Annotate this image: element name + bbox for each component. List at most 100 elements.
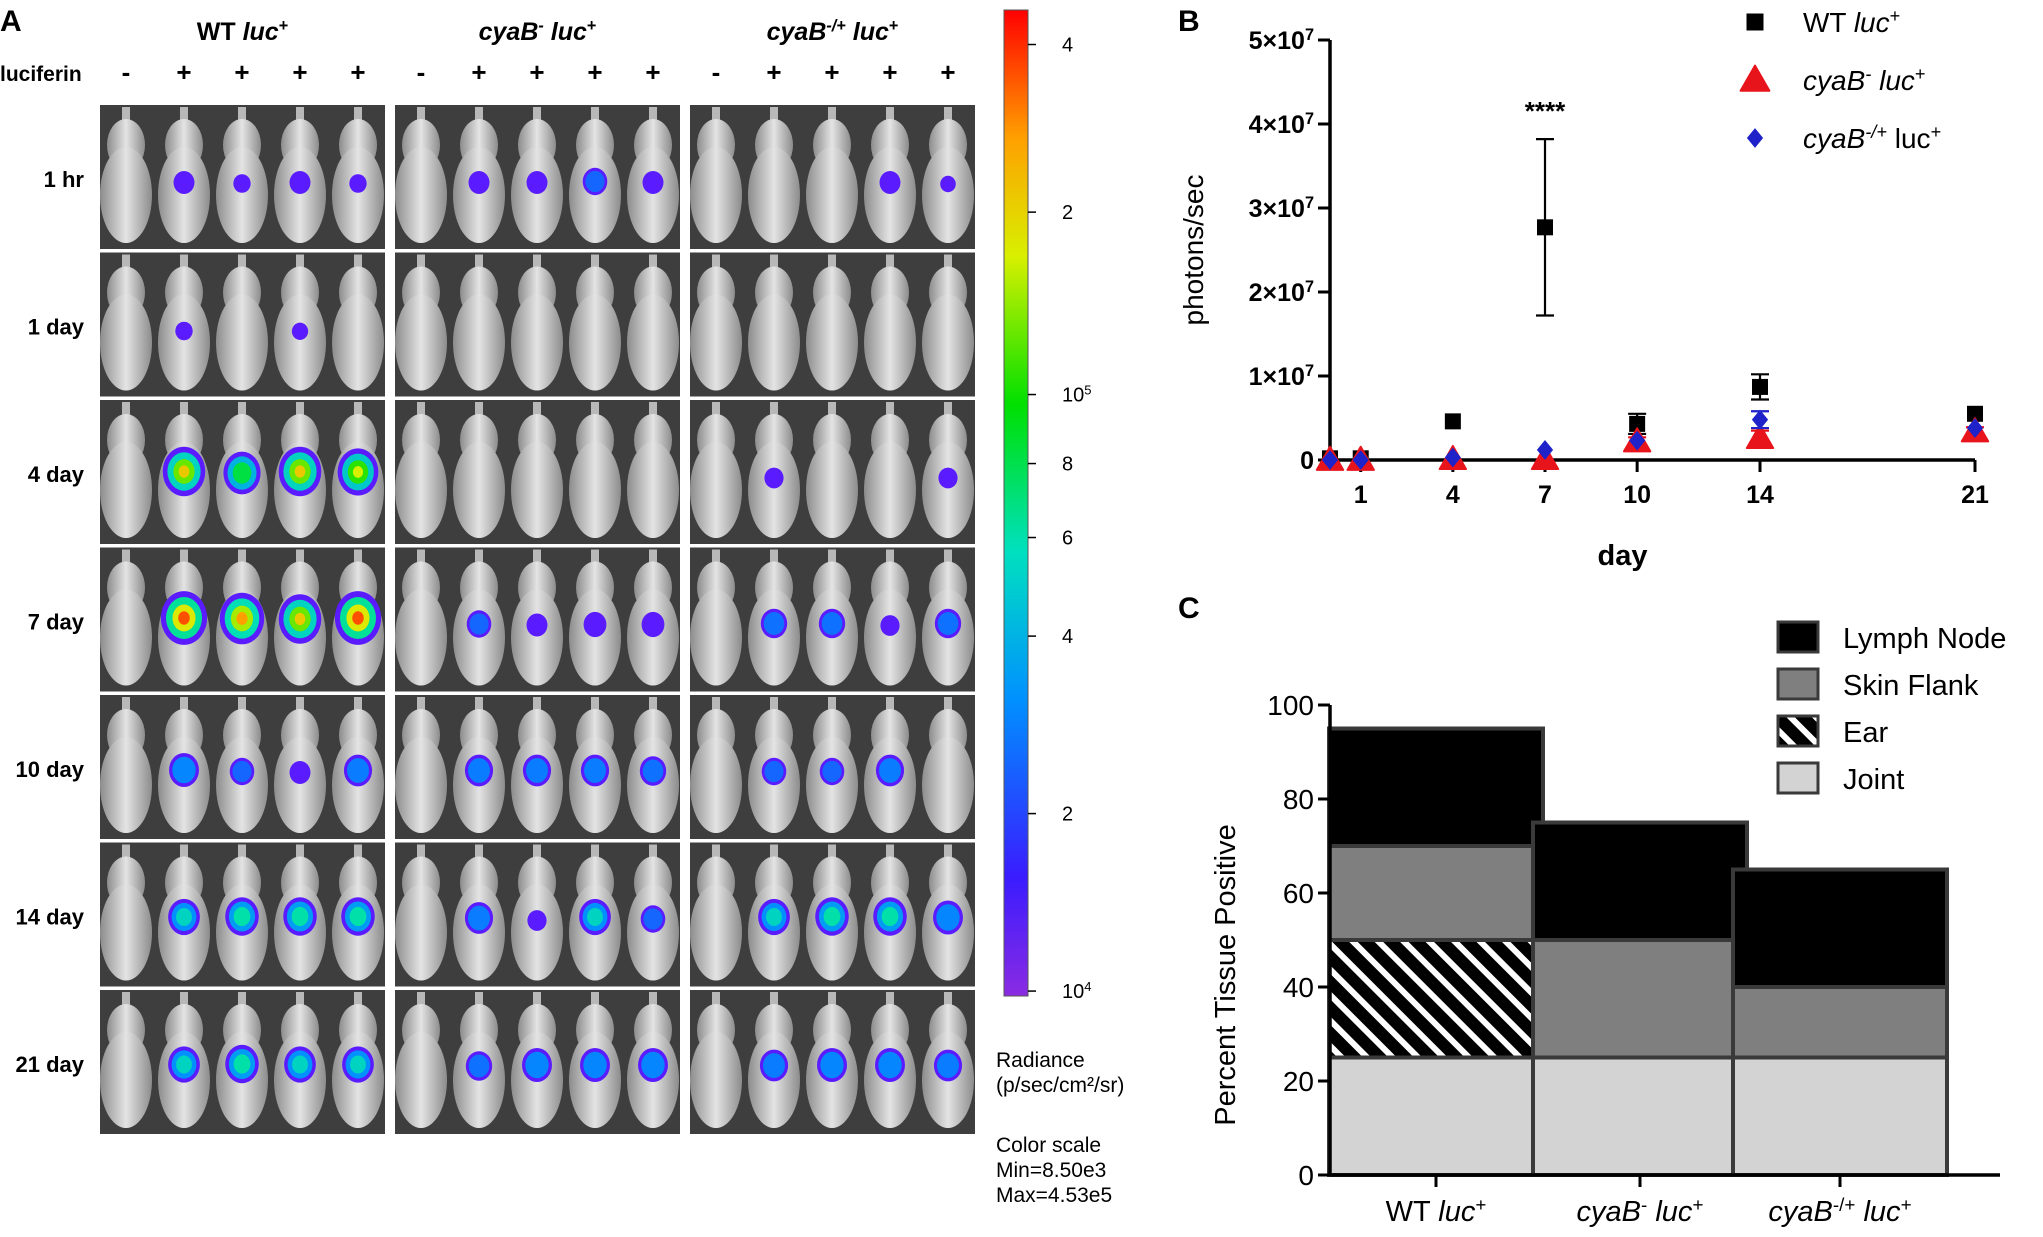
- y-tick-label: 3×107: [1249, 194, 1314, 223]
- y-tick-label: 1×107: [1249, 362, 1314, 391]
- luminescence-spot: [818, 608, 846, 639]
- mouse-nose: [417, 107, 425, 125]
- data-point-diamond: [1536, 440, 1554, 460]
- mouse: [274, 992, 326, 1128]
- data-point-square: [1629, 415, 1646, 432]
- x-tick-label: cyaB- luc+: [1577, 1194, 1704, 1229]
- mouse: [569, 402, 621, 538]
- mouse: [627, 549, 679, 686]
- mouse: [922, 697, 974, 833]
- mouse-nose: [712, 992, 720, 1010]
- luminescence-spot: [219, 592, 265, 645]
- luminescence-spot: [283, 897, 317, 936]
- signal-outer: [641, 611, 665, 638]
- legend-label-c: Ear: [1843, 717, 1888, 749]
- x-tick-label: WT luc+: [1386, 1194, 1487, 1229]
- mouse-nose: [296, 992, 304, 1010]
- luciferin-sign: +: [824, 57, 839, 87]
- bar-segment-ear: [1327, 938, 1545, 1060]
- signal-mid: [469, 613, 489, 635]
- mouse-body: [511, 589, 563, 686]
- mouse-body: [274, 737, 326, 833]
- luciferin-sign: +: [176, 57, 191, 87]
- mouse: [922, 254, 974, 391]
- mouse-nose: [122, 402, 130, 420]
- series-square: [1322, 138, 1983, 467]
- x-axis-title: day: [1598, 540, 1648, 572]
- mouse-body: [627, 147, 679, 243]
- group-header: WT luc+: [197, 17, 288, 46]
- mouse: [569, 254, 621, 391]
- mouse: [100, 254, 152, 391]
- luminescence-spot: [289, 761, 311, 784]
- mouse: [864, 254, 916, 391]
- mouse: [100, 402, 152, 538]
- imaging-cell: [690, 105, 975, 249]
- y-axis-title: Percent Tissue Positive: [1210, 824, 1242, 1125]
- legend-item-b: cyaB-/+ luc+: [1746, 122, 1941, 154]
- luminescence-spot: [168, 898, 200, 936]
- luminescence-spot: [225, 1044, 259, 1084]
- data-point-triangle: [1739, 64, 1771, 92]
- signal-core: [352, 611, 364, 625]
- data-point-square: [1537, 219, 1553, 236]
- mouse: [806, 697, 858, 833]
- stacked-bar: [1531, 820, 1749, 1177]
- signal-inner: [587, 907, 603, 927]
- mouse: [748, 992, 800, 1128]
- luminescence-spot: [526, 171, 548, 194]
- luminescence-spot: [940, 175, 956, 193]
- mouse-nose: [417, 402, 425, 420]
- signal-mid: [763, 1053, 785, 1078]
- mouse: [100, 697, 152, 833]
- luminescence-spot: [819, 757, 845, 786]
- luminescence-spot: [817, 1048, 847, 1082]
- mouse-nose: [591, 402, 599, 420]
- imaging-cell: [690, 842, 975, 987]
- mouse-nose: [828, 254, 836, 273]
- signal-inner: [881, 906, 899, 927]
- bar-segment-lymph-node: [1731, 867, 1949, 989]
- mouse: [216, 254, 268, 391]
- luminescence-spot: [284, 1046, 316, 1083]
- time-point-label: 7 day: [28, 610, 85, 635]
- bar-segment-joint: [1731, 1055, 1949, 1177]
- time-point-labels: 1 hr 1 day 4 day 7 day 10 day 14 day 21 day: [16, 167, 85, 1077]
- mouse-body: [274, 294, 326, 391]
- mouse-body: [922, 737, 974, 833]
- mouse: [158, 697, 210, 833]
- mouse-body: [453, 147, 505, 243]
- mouse: [627, 992, 679, 1128]
- luminescence-spot: [761, 757, 787, 786]
- mouse: [274, 107, 326, 243]
- mouse-body: [511, 884, 563, 981]
- data-point-diamond: [1352, 450, 1369, 470]
- mouse-body: [690, 737, 742, 833]
- luciferin-sign: +: [587, 57, 602, 87]
- colorbar-tick-label: 104: [1062, 979, 1091, 1004]
- mouse: [864, 402, 916, 538]
- legend-swatch-c: [1776, 620, 1820, 654]
- mouse-body: [690, 1032, 742, 1128]
- colorbar-tick-label: 6: [1062, 528, 1073, 550]
- mouse: [864, 107, 916, 243]
- mouse: [216, 402, 268, 538]
- mouse: [511, 549, 563, 686]
- mouse: [216, 107, 268, 243]
- mouse-nose: [591, 254, 599, 273]
- mouse-body: [511, 147, 563, 243]
- mouse-nose: [238, 992, 246, 1010]
- imaging-cell: [100, 990, 385, 1134]
- legend-label-c: Joint: [1843, 764, 1904, 796]
- mouse-nose: [944, 992, 952, 1010]
- chart-b-marks: [1315, 138, 1990, 471]
- mouse-nose: [475, 697, 483, 715]
- mouse-nose: [770, 402, 778, 420]
- signal-core: [178, 611, 190, 625]
- luminescence-spot: [173, 171, 195, 194]
- mouse-nose: [475, 254, 483, 273]
- signal-mid: [525, 1051, 549, 1079]
- signal-outer: [527, 910, 547, 931]
- luminescence-spot: [580, 754, 610, 787]
- mouse: [864, 844, 916, 981]
